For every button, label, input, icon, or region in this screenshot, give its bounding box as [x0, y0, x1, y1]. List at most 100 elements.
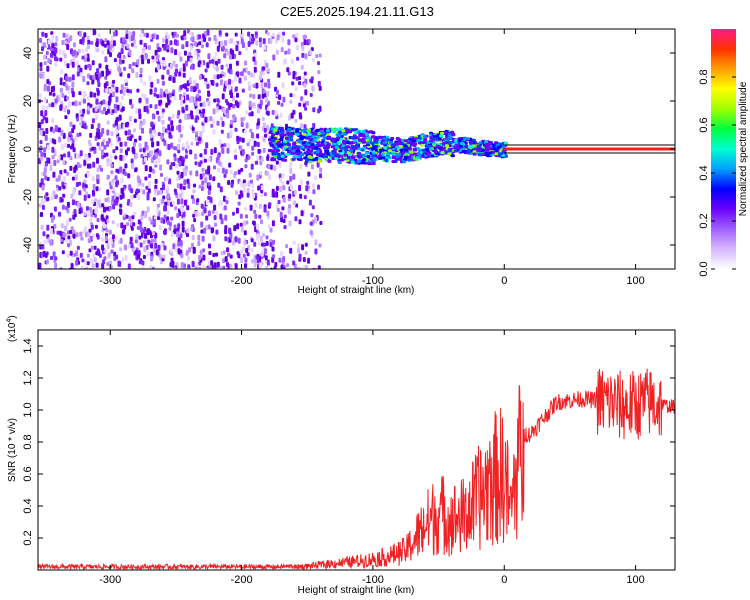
heatmap-cell: [170, 162, 174, 167]
heatmap-cell: [255, 40, 259, 46]
heatmap-cell: [472, 138, 476, 142]
heatmap-cell: [317, 70, 321, 75]
heatmap-cell: [238, 136, 242, 142]
heatmap-cell: [195, 131, 199, 136]
heatmap-cell: [371, 154, 376, 158]
heatmap-cell: [208, 174, 212, 181]
heatmap-cell: [103, 43, 107, 48]
heatmap-cell: [138, 108, 141, 114]
heatmap-cell: [129, 202, 133, 207]
heatmap-cell: [252, 220, 256, 226]
heatmap-cell: [194, 161, 198, 166]
heatmap-cell: [134, 239, 138, 244]
heatmap-cell: [272, 158, 276, 162]
heatmap-cell: [289, 247, 293, 254]
heatmap-cell: [249, 72, 253, 78]
heatmap-cell: [140, 227, 143, 233]
heatmap-cell: [269, 164, 273, 170]
heatmap-cell: [217, 160, 221, 166]
heatmap-cell: [265, 265, 269, 269]
heatmap-cell: [101, 141, 105, 147]
heatmap-cell: [133, 118, 137, 123]
heatmap-cell: [292, 173, 296, 180]
heatmap-cell: [60, 154, 63, 161]
heatmap-cell: [228, 78, 232, 85]
heatmap-cell: [478, 147, 483, 151]
heatmap-cell: [75, 60, 79, 66]
heatmap-cell: [96, 218, 100, 222]
heatmap-cell: [294, 149, 299, 153]
heatmap-cell: [218, 200, 222, 206]
heatmap-cell: [273, 128, 278, 132]
heatmap-cell: [166, 159, 170, 165]
heatmap-cell: [176, 213, 180, 218]
heatmap-cell: [182, 186, 186, 190]
heatmap-cell: [299, 164, 303, 169]
heatmap-cell: [97, 199, 101, 205]
heatmap-cell: [236, 223, 240, 230]
heatmap-cell: [156, 141, 160, 147]
heatmap-cell: [43, 61, 47, 66]
heatmap-cell: [273, 154, 278, 158]
heatmap-cell: [260, 156, 264, 162]
heatmap-cell: [260, 185, 264, 191]
heatmap-cell: [302, 128, 307, 132]
heatmap-cell: [207, 182, 211, 187]
heatmap-cell: [252, 194, 256, 199]
heatmap-cell: [79, 150, 83, 157]
heatmap-cell: [177, 110, 181, 116]
heatmap-cell: [410, 143, 415, 147]
heatmap-cell: [114, 236, 118, 241]
heatmap-cell: [246, 252, 250, 257]
heatmap-cell: [245, 110, 249, 115]
heatmap-cell: [242, 253, 246, 258]
heatmap-cell: [366, 155, 371, 158]
heatmap-cell: [173, 156, 177, 162]
heatmap-cell: [240, 183, 244, 188]
heatmap-cell: [150, 243, 154, 249]
colorbar-label: Normalized spectral amplitude: [738, 81, 749, 216]
heatmap-cell: [58, 211, 61, 217]
heatmap-cell: [161, 119, 165, 125]
heatmap-cell: [55, 35, 59, 42]
heatmap-cell: [403, 148, 408, 152]
heatmap-cell: [311, 205, 315, 210]
heatmap-cell: [264, 133, 267, 138]
heatmap-cell: [134, 44, 138, 49]
heatmap-cell: [136, 59, 140, 66]
heatmap-cell: [221, 120, 225, 127]
heatmap-cell: [218, 105, 222, 110]
heatmap-cell: [88, 163, 92, 169]
heatmap-cell: [145, 185, 149, 190]
heatmap-cell: [43, 54, 47, 60]
heatmap-cell: [305, 158, 309, 162]
heatmap-cell: [48, 103, 52, 108]
heatmap-cell: [113, 192, 117, 198]
heatmap-cell: [132, 31, 136, 37]
heatmap-cell: [196, 198, 200, 203]
heatmap-cell: [179, 67, 183, 72]
y-tick-label: 0.2: [22, 530, 34, 545]
heatmap-cell: [265, 62, 269, 68]
heatmap-cell: [215, 61, 218, 66]
colorbar-tick-label: 0.8: [698, 69, 710, 84]
heatmap-cell: [379, 148, 384, 152]
heatmap-cell: [324, 157, 328, 161]
heatmap-cell: [149, 166, 152, 173]
heatmap-cell: [298, 253, 302, 260]
heatmap-cell: [386, 138, 391, 142]
heatmap-cell: [279, 186, 283, 193]
heatmap-cell: [114, 155, 118, 160]
heatmap-cell: [181, 143, 185, 148]
heatmap-cell: [213, 34, 217, 41]
heatmap-cell: [66, 63, 70, 69]
heatmap-cell: [205, 142, 209, 149]
heatmap-cell: [227, 143, 231, 147]
heatmap-cell: [277, 200, 281, 204]
heatmap-cell: [78, 208, 82, 215]
heatmap-cell: [176, 198, 180, 205]
heatmap-cell: [138, 235, 142, 240]
snr-y-axis-label: SNR (10 * v/v): [7, 418, 18, 482]
heatmap-cell: [316, 161, 320, 168]
heatmap-cell: [216, 154, 220, 161]
